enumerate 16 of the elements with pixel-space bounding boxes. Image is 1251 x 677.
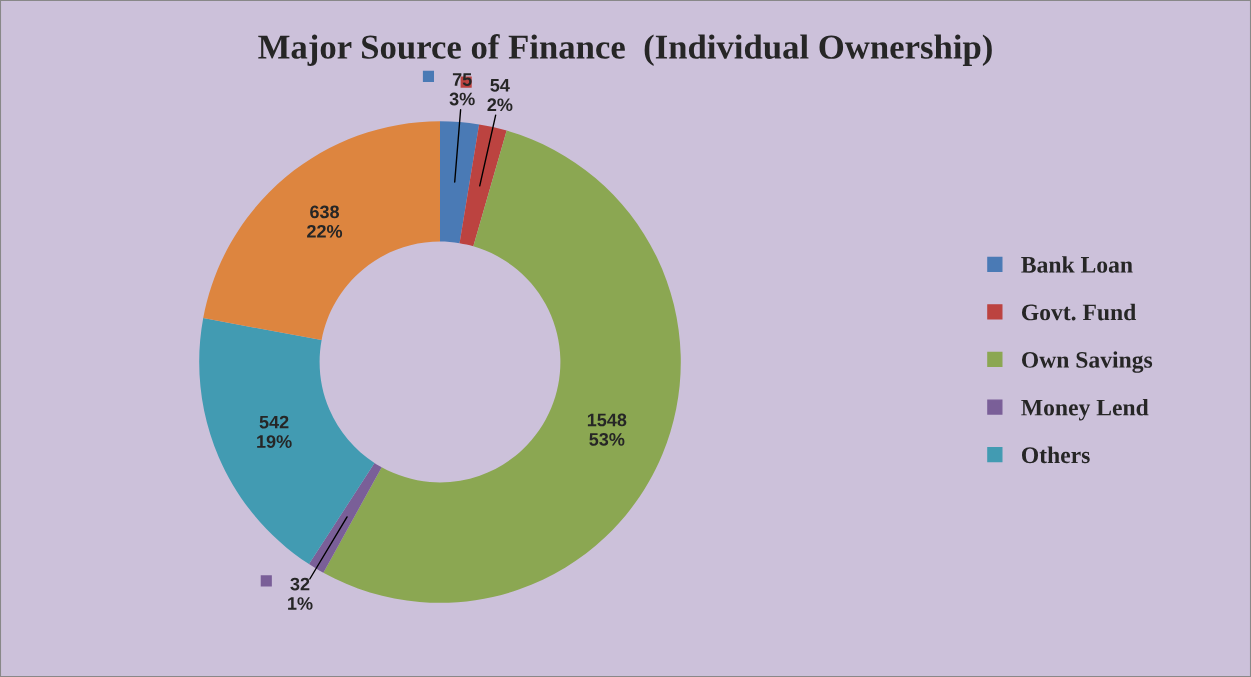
donut-slice bbox=[440, 121, 480, 244]
legend-label: Own Savings bbox=[1021, 351, 1153, 373]
donut-slice bbox=[199, 318, 375, 565]
donut-slice bbox=[308, 463, 382, 573]
donut-slice bbox=[459, 124, 507, 247]
data-label: 32 1% bbox=[288, 577, 313, 610]
data-label: 54 2% bbox=[487, 79, 513, 112]
chart-title: Major Source of Finance (Individual Ownership) bbox=[258, 34, 992, 66]
legend-label: Bank Loan bbox=[1021, 256, 1133, 273]
legend-label: Money Lend bbox=[1021, 398, 1149, 421]
data-label: 638 22% bbox=[307, 205, 343, 238]
legend-label: Govt. Fund bbox=[1021, 303, 1137, 321]
data-label: 542 19% bbox=[257, 415, 292, 448]
data-label: 1548 53% bbox=[587, 413, 627, 446]
legend-label: Others bbox=[1021, 446, 1090, 464]
donut-slice bbox=[203, 121, 440, 341]
